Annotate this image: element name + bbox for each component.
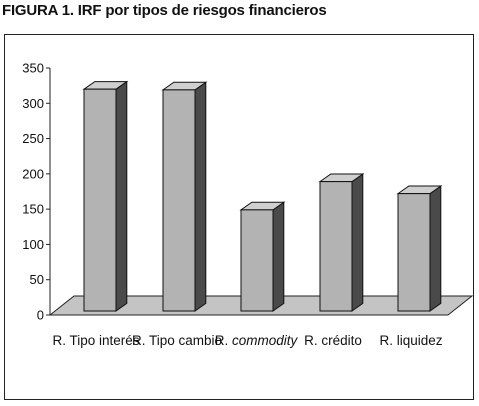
bar-front — [83, 88, 117, 312]
y-tick-label: 200 — [22, 166, 44, 181]
x-tick-label: R. commodity — [215, 333, 299, 348]
x-tick-label: R. liquidez — [379, 333, 442, 348]
y-axis: 0 50 100 150 200 250 300 350 — [22, 61, 51, 323]
x-tick-label: R. Tipo interés — [52, 333, 139, 348]
bar — [396, 185, 443, 312]
chart-frame — [4, 34, 474, 400]
bar-side — [272, 201, 285, 312]
bar-side — [351, 173, 364, 312]
bar-front — [319, 181, 353, 312]
x-tick-label: R. crédito — [304, 333, 362, 348]
y-tick-label: 250 — [22, 131, 44, 146]
bar — [161, 81, 208, 312]
y-tick-label: 0 — [37, 308, 44, 323]
bar-side — [115, 80, 128, 312]
figure-title: FIGURA 1. IRF por tipos de riesgos finan… — [2, 2, 327, 19]
bar-side — [194, 81, 207, 312]
y-tick-label: 350 — [22, 61, 44, 76]
bar — [239, 201, 286, 312]
bar — [82, 80, 129, 312]
y-tick-label: 50 — [30, 272, 44, 287]
bar-front — [240, 209, 274, 312]
y-tick-label: 150 — [22, 202, 44, 217]
y-tick-label: 100 — [22, 237, 44, 252]
bars — [82, 80, 443, 312]
bar — [318, 173, 365, 312]
bar-side — [429, 185, 442, 312]
bar-front — [162, 89, 196, 312]
y-tick-label: 300 — [22, 96, 44, 111]
bar-front — [397, 193, 431, 312]
x-tick-label: R. Tipo cambio — [132, 333, 222, 348]
